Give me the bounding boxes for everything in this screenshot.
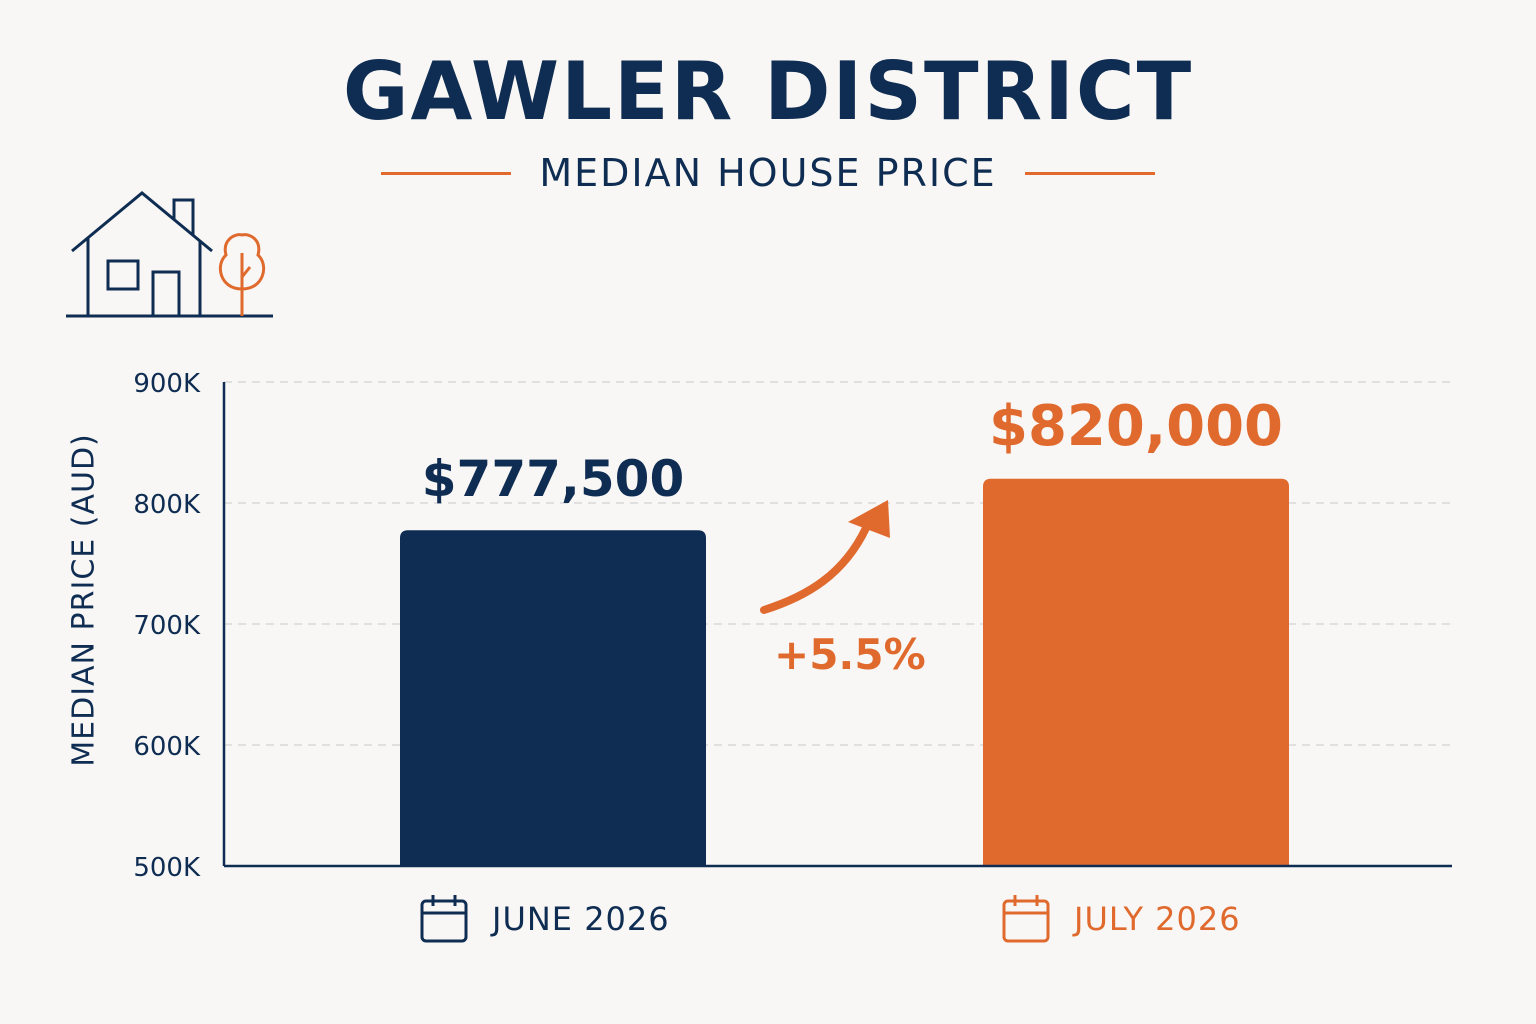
bar-layer — [400, 478, 1289, 866]
bar-1 — [983, 478, 1289, 866]
y-tick-label: 500K — [133, 853, 201, 883]
x-category-june: JUNE 2026 — [420, 893, 670, 945]
subtitle-row: MEDIAN HOUSE PRICE — [0, 150, 1536, 196]
x-tick-label: JULY 2026 — [1074, 900, 1241, 938]
page-subtitle: MEDIAN HOUSE PRICE — [539, 151, 997, 195]
change-annotation: +5.5% — [774, 630, 926, 679]
y-tick-layer: 500K 600K 700K 800K 900K — [133, 369, 201, 883]
house-with-tree-icon — [66, 191, 273, 318]
calendar-icon — [420, 895, 468, 943]
y-tick-label: 900K — [133, 369, 201, 399]
axis-layer — [222, 382, 1452, 868]
calendar-icon — [1002, 895, 1050, 943]
bar-0 — [400, 530, 706, 866]
bar-value-label: $820,000 — [989, 394, 1283, 459]
y-tick-label: 800K — [133, 490, 201, 520]
arrow-up-right-icon — [760, 500, 890, 614]
subtitle-rule-left — [381, 171, 512, 175]
x-category-july: JULY 2026 — [1002, 893, 1241, 945]
bar-value-label: $777,500 — [422, 450, 685, 508]
subtitle-rule-right — [1024, 171, 1155, 175]
value-label-layer: $777,500 $820,000 — [422, 394, 1283, 508]
y-tick-label: 700K — [133, 611, 201, 641]
y-axis-title: MEDIAN PRICE (AUD) — [66, 433, 102, 767]
y-tick-label: 600K — [133, 732, 201, 762]
x-tick-label: JUNE 2026 — [492, 900, 670, 938]
page-title: GAWLER DISTRICT — [342, 45, 1194, 138]
